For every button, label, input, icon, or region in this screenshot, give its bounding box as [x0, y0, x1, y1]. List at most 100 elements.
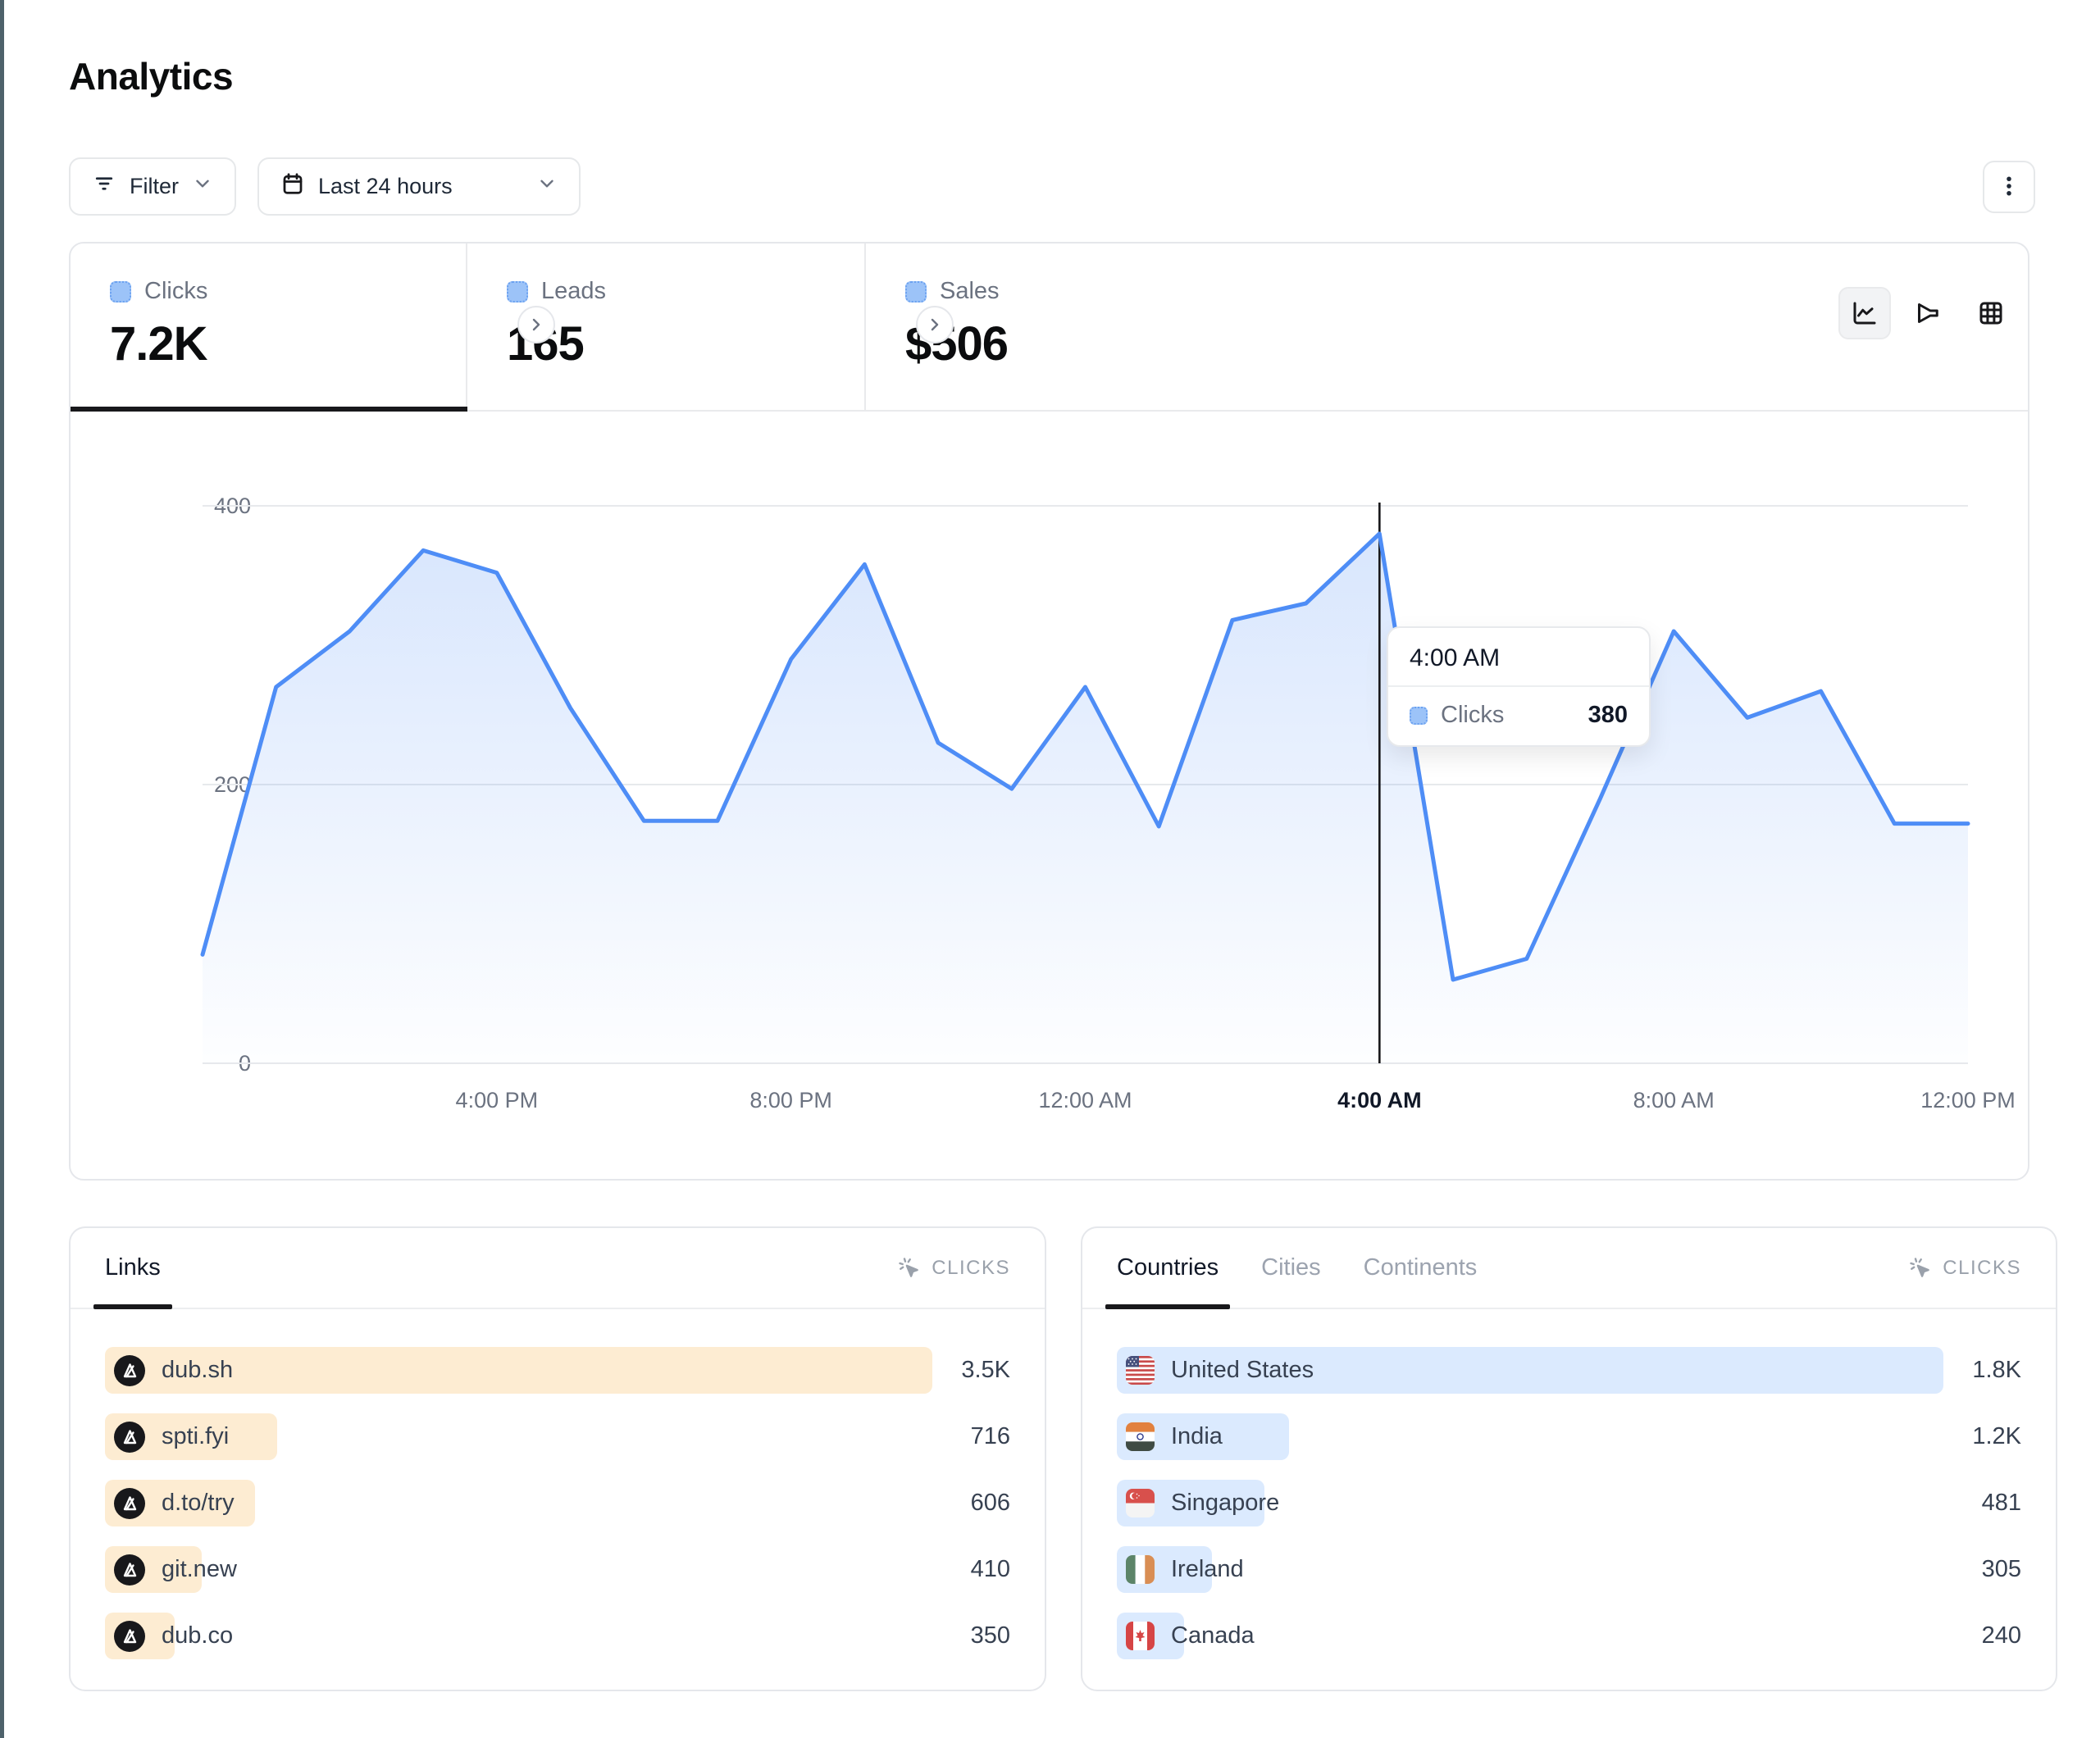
chevron-down-icon	[192, 173, 213, 200]
x-axis-tick-label: 4:00 AM	[1337, 1088, 1422, 1112]
expand-clicks-button[interactable]	[517, 306, 555, 344]
stat-tab-clicks[interactable]: Clicks 7.2K	[71, 243, 467, 410]
country-clicks-value: 481	[1981, 1490, 2021, 1516]
page-title: Analytics	[69, 55, 234, 98]
clicks-area-fill	[203, 534, 1968, 1063]
country-clicks-value: 305	[1981, 1556, 2021, 1582]
chart-type-toggles	[1838, 287, 2017, 339]
country-row[interactable]: United States 1.8K	[1117, 1347, 2021, 1394]
country-name: United States	[1171, 1357, 1314, 1383]
singapore-flag-icon	[1126, 1489, 1155, 1517]
link-domain: d.to/try	[162, 1490, 235, 1516]
link-domain: dub.sh	[162, 1357, 234, 1383]
tab-label: Links	[105, 1254, 161, 1281]
stat-value: 165	[507, 317, 585, 371]
tab-label: Continents	[1363, 1254, 1478, 1281]
tab-countries[interactable]: Countries	[1105, 1228, 1231, 1309]
link-row[interactable]: git.new 410	[105, 1546, 1010, 1593]
link-row[interactable]: spti.fyi 716	[105, 1413, 1010, 1460]
link-domain: git.new	[162, 1556, 237, 1582]
country-row[interactable]: Canada 240	[1117, 1613, 2021, 1659]
united-states-flag-icon	[1126, 1356, 1155, 1385]
country-name: Canada	[1171, 1622, 1255, 1649]
canada-flag-icon	[1126, 1622, 1155, 1650]
funnel-chart-toggle[interactable]	[1902, 287, 1954, 339]
x-axis-tick-label: 4:00 PM	[455, 1088, 539, 1112]
tooltip-clicks-swatch	[1410, 706, 1428, 725]
more-options-button[interactable]	[1983, 161, 2035, 213]
chevron-down-icon	[536, 173, 558, 200]
country-name: Singapore	[1171, 1490, 1280, 1516]
leads-legend-swatch	[507, 280, 528, 303]
geo-metric-selector[interactable]: CLICKS	[1908, 1256, 2021, 1281]
cursor-click-icon	[1910, 1257, 1930, 1277]
links-metric-selector[interactable]: CLICKS	[897, 1256, 1010, 1281]
stats-tabs: Clicks 7.2K Leads 165 Sales $506	[71, 243, 2028, 412]
country-name: Ireland	[1171, 1556, 1244, 1582]
link-domain: spti.fyi	[162, 1423, 230, 1449]
chart-tooltip: 4:00 AM Clicks 380	[1387, 626, 1651, 747]
line-chart-icon	[1853, 302, 1876, 325]
country-row[interactable]: Ireland 305	[1117, 1546, 2021, 1593]
x-axis-tick-label: 12:00 AM	[1038, 1088, 1132, 1112]
tab-cities[interactable]: Cities	[1261, 1228, 1321, 1308]
active-stat-underline	[71, 407, 467, 412]
expand-leads-button[interactable]	[916, 306, 954, 344]
country-clicks-value: 240	[1981, 1622, 2021, 1649]
country-clicks-value: 1.2K	[1972, 1423, 2021, 1449]
chevron-right-icon	[931, 318, 939, 331]
x-axis-tick-label: 8:00 PM	[749, 1088, 832, 1112]
tooltip-time: 4:00 AM	[1388, 628, 1649, 687]
links-list: dub.sh 3.5K spti.fyi 716 d.to/try 606	[71, 1309, 1045, 1659]
clicks-legend-swatch	[110, 280, 131, 303]
country-row[interactable]: India 1.2K	[1117, 1413, 2021, 1460]
country-row[interactable]: Singapore 481	[1117, 1480, 2021, 1526]
tab-label: Cities	[1261, 1254, 1321, 1281]
stat-value: 7.2K	[110, 317, 208, 371]
india-flag-icon	[1126, 1422, 1155, 1451]
dub-logo-icon	[114, 1554, 145, 1586]
links-panel-header: Links CLICKS	[71, 1228, 1045, 1309]
country-bar	[1117, 1347, 1944, 1394]
metric-label: CLICKS	[932, 1256, 1010, 1279]
tab-continents[interactable]: Continents	[1364, 1228, 1478, 1308]
toolbar: Filter Last 24 hours	[69, 157, 581, 216]
stat-label: Clicks	[144, 278, 208, 304]
date-range-button[interactable]: Last 24 hours	[257, 157, 581, 216]
ireland-flag-icon	[1126, 1555, 1155, 1584]
link-row[interactable]: dub.co 350	[105, 1613, 1010, 1659]
dub-logo-icon	[114, 1487, 145, 1519]
filter-button-label: Filter	[130, 174, 179, 198]
chart-plot-area[interactable]	[200, 503, 1970, 1064]
link-row[interactable]: dub.sh 3.5K	[105, 1347, 1010, 1394]
link-clicks-value: 350	[970, 1622, 1010, 1649]
calendar-icon	[280, 171, 305, 202]
cursor-click-icon	[899, 1257, 919, 1277]
links-panel: Links CLICKS dub.sh 3.5K spti.fyi 716	[69, 1226, 1046, 1691]
link-domain: dub.co	[162, 1622, 234, 1649]
geo-panel: Countries Cities Continents CLICKS Unite…	[1081, 1226, 2057, 1691]
country-name: India	[1171, 1423, 1223, 1449]
tab-links[interactable]: Links	[93, 1228, 172, 1309]
filter-button[interactable]: Filter	[69, 157, 236, 216]
dub-logo-icon	[114, 1421, 145, 1453]
link-bar	[105, 1347, 933, 1394]
link-row[interactable]: d.to/try 606	[105, 1480, 1010, 1526]
line-chart-toggle[interactable]	[1838, 287, 1891, 339]
grid-table-icon	[1979, 302, 2002, 325]
metric-label: CLICKS	[1943, 1256, 2021, 1279]
link-clicks-value: 3.5K	[961, 1357, 1010, 1383]
tooltip-series-value: 380	[1588, 702, 1628, 728]
chevron-right-icon	[532, 318, 540, 331]
stat-label: Leads	[541, 278, 607, 304]
filter-icon	[92, 171, 116, 202]
countries-list: United States 1.8K India 1.2K Singapore …	[1082, 1309, 2056, 1659]
link-clicks-value: 606	[970, 1490, 1010, 1516]
dub-logo-icon	[114, 1354, 145, 1386]
tooltip-series-label: Clicks	[1441, 702, 1505, 728]
dub-logo-icon	[114, 1620, 145, 1652]
link-clicks-value: 410	[970, 1556, 1010, 1582]
table-view-toggle[interactable]	[1965, 287, 2017, 339]
stat-label: Sales	[940, 278, 1000, 304]
